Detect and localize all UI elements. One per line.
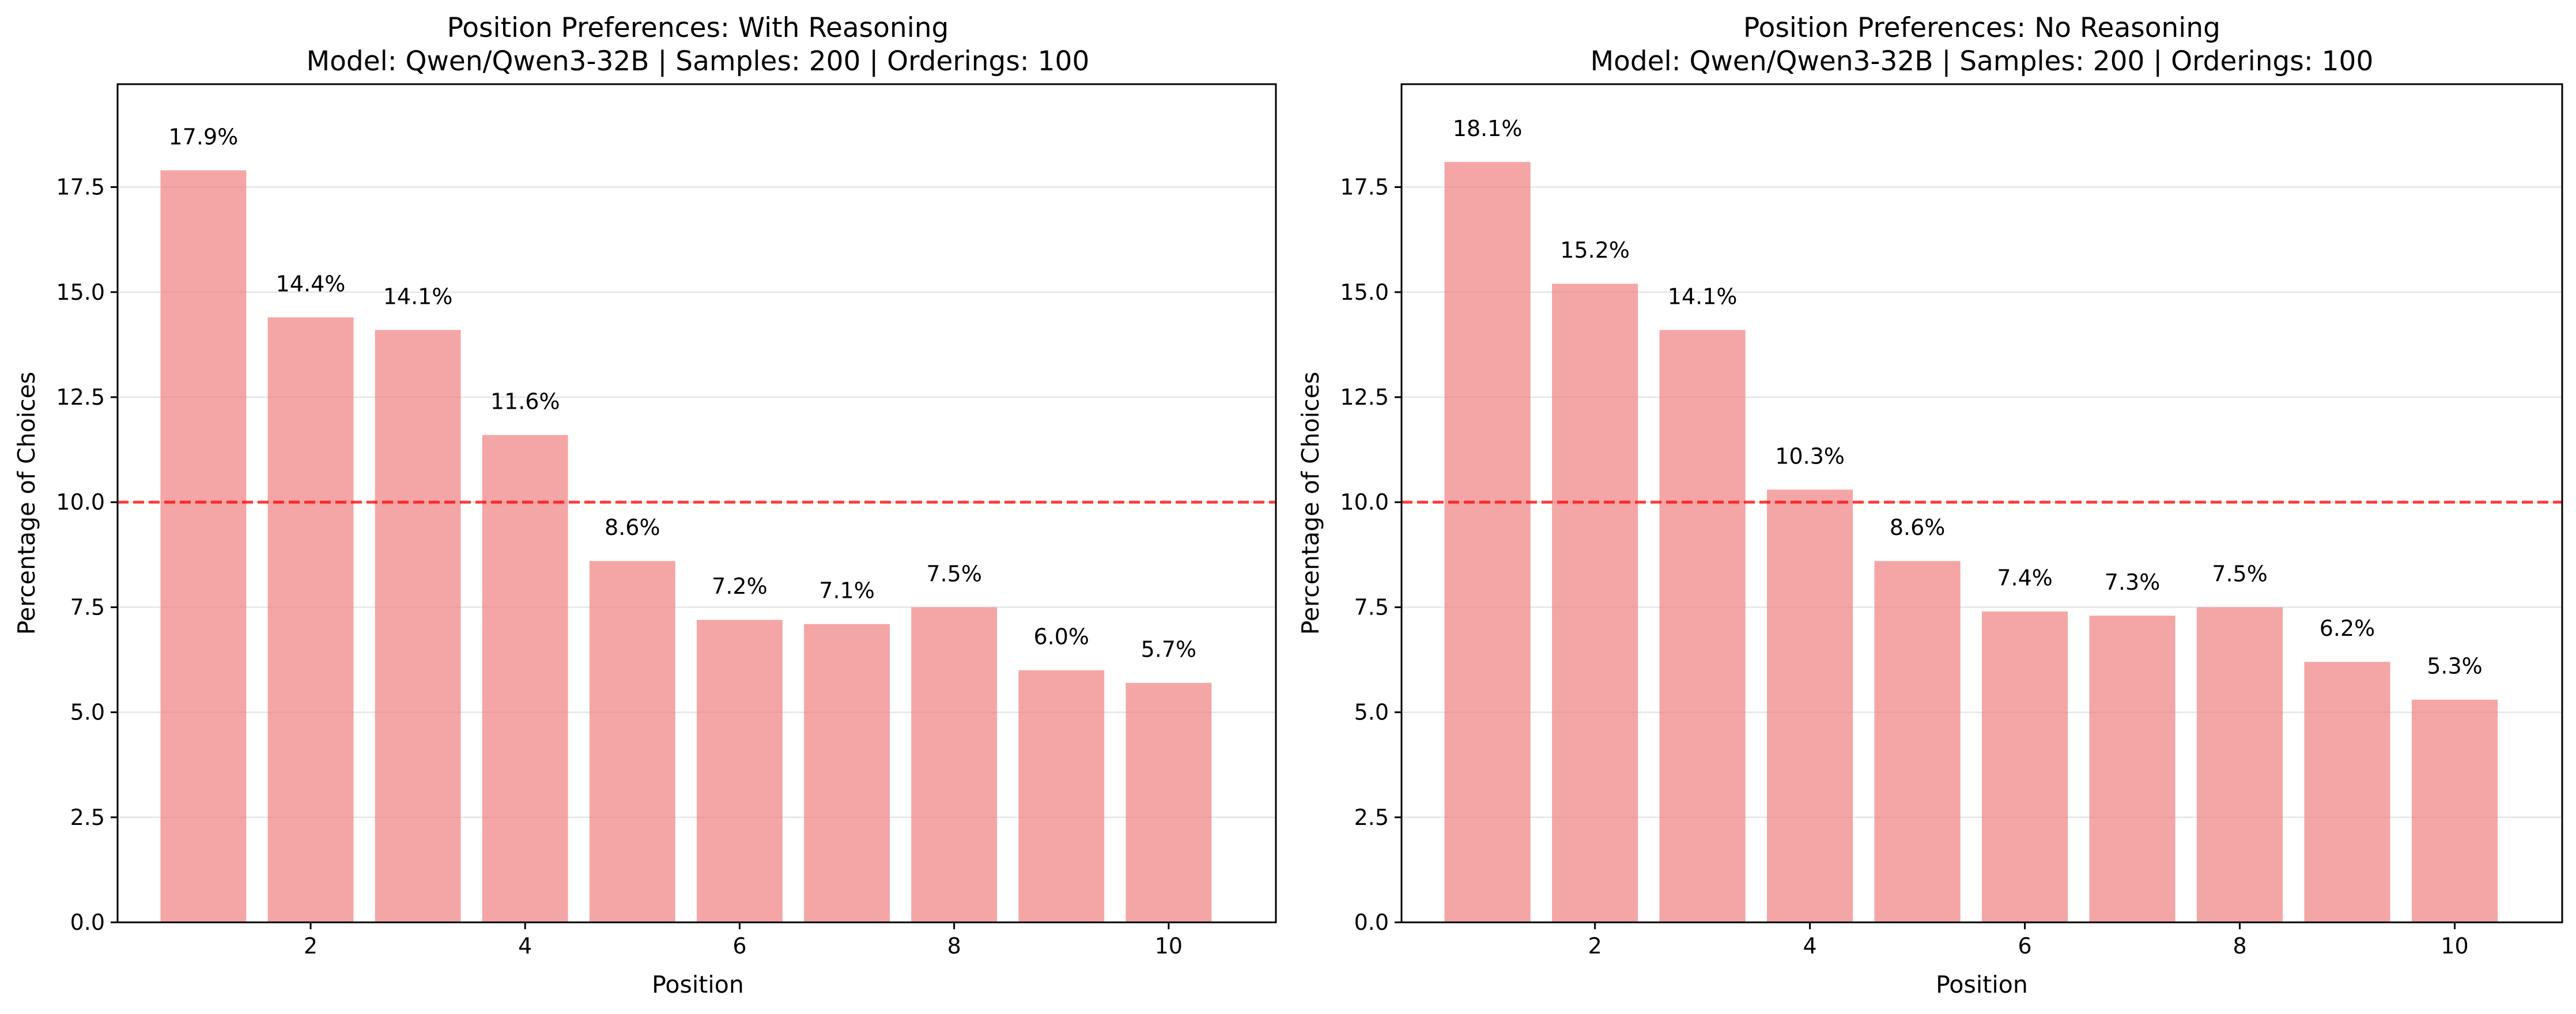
y-tick-label: 0.0 — [70, 910, 105, 935]
chart-subtitle: Model: Qwen/Qwen3-32B | Samples: 200 | O… — [1591, 46, 2374, 77]
x-tick-label: 6 — [732, 933, 746, 959]
chart-with-reasoning: Position Preferences: With Reasoning Mod… — [13, 12, 1277, 998]
y-tick-label: 7.5 — [1354, 594, 1389, 620]
x-axis-label: Position — [652, 971, 744, 998]
y-tick-label: 10.0 — [56, 489, 105, 515]
y-tick-label: 2.5 — [70, 805, 105, 830]
x-tick-label: 8 — [947, 933, 961, 959]
data-label: 7.5% — [926, 561, 982, 586]
axes-frame — [1400, 83, 2563, 923]
bar — [2411, 699, 2498, 922]
bar — [804, 624, 890, 922]
bar — [267, 317, 354, 922]
bar — [697, 620, 783, 922]
data-label: 14.4% — [276, 271, 346, 296]
bar — [1659, 330, 1746, 923]
bar — [1874, 561, 1961, 922]
bar — [2089, 615, 2175, 922]
data-label: 7.3% — [2105, 570, 2160, 595]
x-tick-label: 2 — [304, 933, 318, 959]
x-tick-label: 2 — [1588, 933, 1602, 959]
plot-area: 17.9% 14.4% 14.1% 11.6% 8.6% 7.2% 7.1% 7.5% 6.0%… — [56, 83, 1277, 959]
bar — [2196, 607, 2283, 922]
data-label: 15.2% — [1560, 238, 1630, 263]
y-tick-label: 12.5 — [56, 385, 105, 410]
bar — [1125, 683, 1212, 922]
data-label: 7.2% — [712, 574, 768, 599]
y-tick-label: 5.0 — [1354, 700, 1389, 725]
bar — [1767, 489, 1853, 922]
bar — [2304, 662, 2390, 922]
y-tick-label: 10.0 — [1340, 489, 1389, 515]
data-label: 10.3% — [1775, 443, 1845, 469]
y-tick-label: 15.0 — [56, 280, 105, 305]
x-tick-label: 6 — [2018, 933, 2031, 959]
bar — [589, 561, 675, 922]
data-label: 5.7% — [1141, 637, 1197, 662]
x-tick-label: 8 — [2233, 933, 2246, 959]
x-tick-label: 4 — [518, 933, 532, 959]
bar — [482, 435, 568, 922]
chart-title: Position Preferences: No Reasoning — [1743, 12, 2220, 44]
x-tick-label: 10 — [2441, 933, 2468, 959]
data-label: 17.9% — [169, 124, 239, 149]
data-label: 6.0% — [1034, 624, 1090, 650]
data-label: 5.3% — [2427, 654, 2483, 679]
data-label: 18.1% — [1453, 116, 1523, 141]
data-label: 14.1% — [383, 284, 453, 309]
plot-area: 18.1% 15.2% 14.1% 10.3% 8.6% 7.4% 7.3% 7.5% 6.2%… — [1340, 83, 2563, 959]
data-label: 6.2% — [2320, 616, 2375, 641]
data-label: 7.4% — [1997, 566, 2053, 591]
data-label: 7.5% — [2212, 561, 2268, 586]
bar — [1552, 284, 1638, 923]
bar — [911, 607, 998, 922]
y-tick-label: 5.0 — [70, 700, 105, 725]
y-tick-label: 7.5 — [70, 594, 105, 620]
chart-title: Position Preferences: With Reasoning — [447, 12, 949, 44]
x-axis-label: Position — [1936, 971, 2028, 998]
y-tick-label: 2.5 — [1354, 805, 1389, 830]
bar — [375, 330, 461, 923]
y-axis-label: Percentage of Choices — [13, 372, 40, 635]
chart-no-reasoning: Position Preferences: No Reasoning Model… — [1297, 12, 2563, 998]
y-tick-label: 15.0 — [1340, 280, 1389, 305]
axes-frame — [116, 83, 1277, 923]
chart-subtitle: Model: Qwen/Qwen3-32B | Samples: 200 | O… — [307, 46, 1090, 77]
y-tick-label: 17.5 — [1340, 175, 1389, 200]
y-tick-label: 12.5 — [1340, 385, 1389, 410]
bar — [160, 170, 247, 923]
y-tick-label: 0.0 — [1354, 910, 1389, 935]
data-label: 8.6% — [1890, 515, 1946, 540]
data-label: 14.1% — [1668, 284, 1738, 309]
data-label: 11.6% — [490, 389, 560, 414]
x-tick-label: 10 — [1155, 933, 1183, 959]
bar — [1444, 161, 1531, 923]
data-label: 7.1% — [819, 578, 875, 604]
y-tick-label: 17.5 — [56, 175, 105, 200]
data-label: 8.6% — [605, 515, 660, 540]
bar — [1018, 670, 1105, 922]
bar — [1982, 611, 2068, 922]
x-tick-label: 4 — [1803, 933, 1817, 959]
y-axis-label: Percentage of Choices — [1297, 372, 1324, 635]
